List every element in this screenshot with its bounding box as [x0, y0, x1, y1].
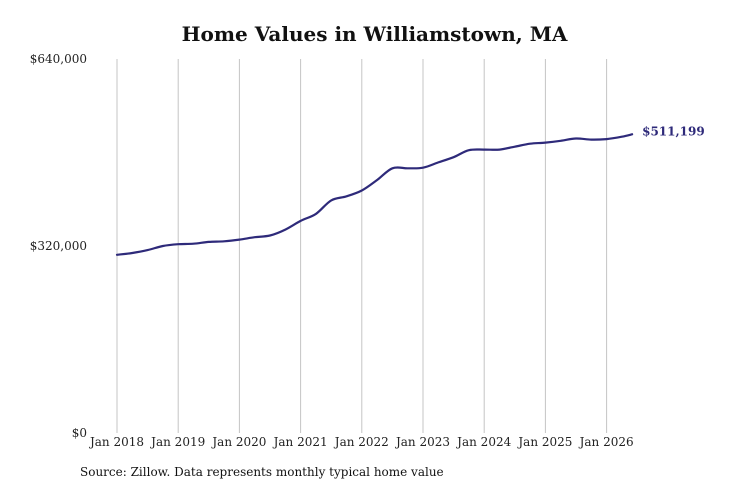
x-tick-label: Jan 2020 — [210, 435, 266, 449]
y-tick-label: $640,000 — [30, 52, 87, 66]
x-tick-label: Jan 2026 — [578, 435, 634, 449]
x-tick-label: Jan 2025 — [516, 435, 572, 449]
x-tick-label: Jan 2023 — [394, 435, 450, 449]
y-tick-label: $0 — [72, 426, 87, 440]
x-tick-label: Jan 2019 — [149, 435, 205, 449]
y-tick-label: $320,000 — [30, 239, 87, 253]
x-tick-label: Jan 2022 — [333, 435, 389, 449]
x-tick-label: Jan 2024 — [455, 435, 511, 449]
y-axis-ticks: $0 $320,000 $640,000 — [30, 52, 87, 440]
series-line — [115, 133, 634, 256]
x-tick-label: Jan 2018 — [88, 435, 144, 449]
source-note: Source: Zillow. Data represents monthly … — [80, 465, 444, 479]
gridlines — [116, 59, 608, 433]
x-tick-label: Jan 2021 — [272, 435, 328, 449]
last-value-label: $511,199 — [642, 124, 705, 138]
chart-title: Home Values in Williamstown, MA — [181, 22, 568, 46]
x-axis-ticks: Jan 2018 Jan 2019 Jan 2020 Jan 2021 Jan 2022… — [88, 435, 634, 449]
